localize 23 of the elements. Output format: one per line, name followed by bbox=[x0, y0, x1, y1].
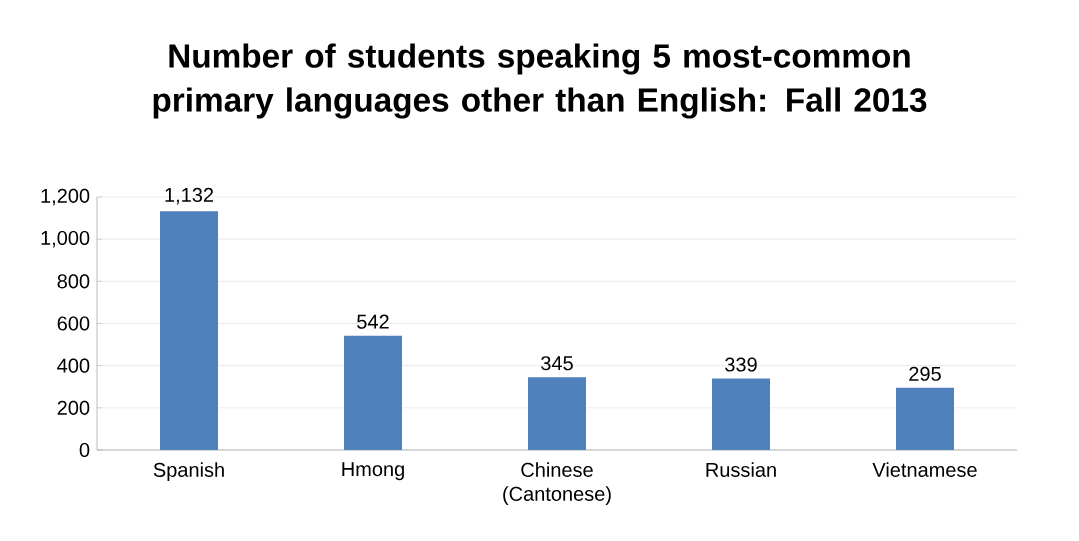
y-tick-label: 1,000 bbox=[41, 230, 90, 248]
y-tick-label: 200 bbox=[57, 400, 90, 415]
bar bbox=[528, 377, 586, 450]
data-label: 1,132 bbox=[165, 187, 214, 205]
y-tick-label: 1,200 bbox=[41, 188, 90, 206]
x-tick-label: Chinese (Cantonese) bbox=[503, 462, 611, 505]
data-label: 542 bbox=[357, 314, 389, 329]
y-tick-label: 800 bbox=[57, 274, 90, 289]
x-tick-label: Hmong bbox=[342, 462, 404, 481]
data-label: 339 bbox=[725, 357, 757, 372]
chart-title: Number of students speaking 5 most-common primary languages other than English: Fall 2013 bbox=[153, 43, 927, 119]
y-tick-label: 0 bbox=[79, 442, 90, 458]
y-tick-label: 400 bbox=[57, 358, 90, 373]
x-tick-label: Russian bbox=[706, 462, 776, 477]
bar bbox=[712, 378, 770, 450]
data-label: 345 bbox=[541, 356, 573, 371]
bar bbox=[160, 211, 219, 450]
x-tick-label: Spanish bbox=[153, 462, 224, 481]
bar bbox=[344, 335, 402, 450]
data-label: 295 bbox=[909, 366, 941, 381]
y-tick-label: 600 bbox=[57, 316, 90, 331]
x-tick-label: Vietnamese bbox=[872, 462, 977, 477]
bar bbox=[895, 387, 954, 450]
